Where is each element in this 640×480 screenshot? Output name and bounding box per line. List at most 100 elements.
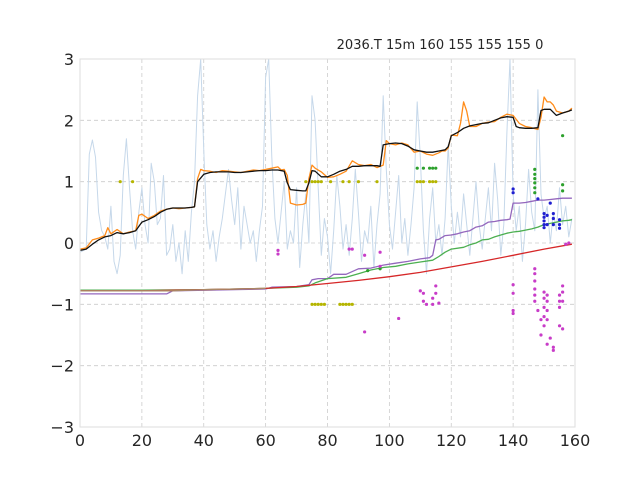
y-tick-label: 0 <box>64 234 74 253</box>
scatter-point <box>421 180 426 184</box>
scatter-point <box>511 191 515 195</box>
scatter-point <box>557 223 562 227</box>
scatter-point <box>363 253 367 257</box>
scatter-point <box>557 299 562 303</box>
y-tick-label: −2 <box>50 357 74 376</box>
scatter-point <box>415 180 419 184</box>
scatter-point <box>418 180 422 184</box>
scatter-point <box>548 336 552 340</box>
scatter-point <box>313 180 317 184</box>
scatter-point <box>561 134 565 138</box>
series-scatter-9 <box>511 187 562 230</box>
x-tick-label: 20 <box>132 431 152 450</box>
scatter-point <box>564 242 568 246</box>
scatter-point <box>545 223 549 227</box>
scatter-point <box>561 299 565 303</box>
scatter-point <box>316 302 320 306</box>
scatter-point <box>118 180 122 184</box>
y-tick-label: −1 <box>50 295 74 314</box>
scatter-point <box>356 180 361 184</box>
scatter-point <box>427 166 432 170</box>
y-tick-label: 1 <box>64 173 74 192</box>
scatter-point <box>378 250 382 254</box>
scatter-point <box>542 226 546 230</box>
x-tick-label: 80 <box>317 431 337 450</box>
scatter-point <box>319 180 323 184</box>
scatter-point <box>276 248 280 252</box>
scatter-point <box>536 308 540 313</box>
y-tick-label: 3 <box>64 50 74 69</box>
scatter-point <box>338 302 342 306</box>
scatter-point <box>328 180 333 184</box>
scatter-point <box>548 201 552 205</box>
scatter-point <box>341 302 345 306</box>
scatter-point <box>545 293 549 297</box>
scatter-point <box>431 302 435 306</box>
scatter-point <box>542 290 546 294</box>
x-tick-label: 140 <box>498 431 529 450</box>
x-tick-label: 120 <box>436 431 467 450</box>
scatter-point <box>561 327 565 331</box>
scatter-point <box>431 180 435 184</box>
scatter-point <box>551 211 555 216</box>
scatter-point <box>434 180 438 184</box>
scatter-point <box>533 299 537 303</box>
scatter-point <box>533 191 537 195</box>
series-scatter-8 <box>366 134 565 273</box>
scatter-point <box>542 219 546 223</box>
scatter-point <box>378 264 382 268</box>
scatter-point <box>533 272 537 276</box>
scatter-point <box>421 299 426 303</box>
scatter-point <box>533 287 537 291</box>
scatter-point <box>557 218 562 222</box>
scatter-point <box>542 305 546 309</box>
scatter-point <box>557 324 562 328</box>
scatter-point <box>437 301 441 305</box>
series-line-2 <box>80 108 573 252</box>
y-tick-label: −3 <box>50 418 74 437</box>
scatter-point <box>511 187 515 191</box>
scatter-point <box>533 167 537 171</box>
scatter-point <box>542 315 546 319</box>
scatter-point <box>557 226 562 230</box>
scatter-point <box>130 180 135 184</box>
scatter-point <box>341 180 345 184</box>
x-tick-label: 160 <box>560 431 591 450</box>
scatter-point <box>350 247 354 251</box>
scatter-point <box>276 252 280 256</box>
series-group <box>80 59 573 352</box>
scatter-point <box>561 189 565 193</box>
series-line-0 <box>80 59 573 275</box>
scatter-point <box>545 318 549 322</box>
scatter-point <box>545 342 549 346</box>
scatter-point <box>421 291 426 295</box>
y-tick-label: 2 <box>64 111 74 130</box>
scatter-point <box>431 166 435 170</box>
scatter-point <box>350 302 354 306</box>
scatter-point <box>533 181 537 185</box>
scatter-point <box>533 267 537 271</box>
scatter-point <box>539 333 543 337</box>
scatter-point <box>533 293 537 297</box>
x-tick-label: 40 <box>194 431 214 450</box>
scatter-point <box>551 216 555 221</box>
scatter-point <box>511 308 515 313</box>
scatter-point <box>418 289 422 293</box>
scatter-point <box>316 180 320 184</box>
scatter-point <box>347 180 351 184</box>
scatter-point <box>533 279 537 283</box>
chart-title: 2036.T 15m 160 155 155 155 0 <box>337 38 544 53</box>
plot-frame <box>79 58 576 428</box>
scatter-point <box>344 302 348 306</box>
axis-ticks: 0 20 40 60 80 100 120 140 160 −3 −2 −1 0 1 2 3 <box>50 50 590 450</box>
scatter-point <box>542 211 546 216</box>
scatter-point <box>533 186 537 190</box>
scatter-point <box>557 305 562 309</box>
scatter-point <box>511 291 515 295</box>
scatter-point <box>511 311 515 316</box>
scatter-point <box>319 302 323 306</box>
scatter-point <box>561 284 565 288</box>
scatter-point <box>434 291 438 295</box>
